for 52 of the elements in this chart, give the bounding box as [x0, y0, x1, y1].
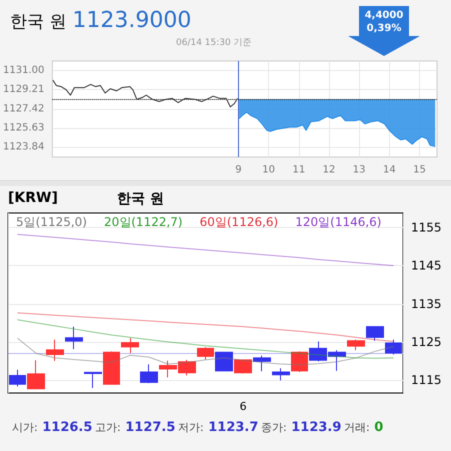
chart-title: 한국 원 [117, 190, 164, 208]
candlestick [103, 350, 120, 385]
text: 4,4000 [364, 9, 404, 22]
text: 1123.9000 [72, 8, 192, 33]
candlestick [253, 355, 271, 372]
text: 종가: 1123.9 [261, 420, 342, 435]
candlestick [347, 339, 365, 351]
text: 60일(1126,6) [200, 215, 278, 229]
candlestick [121, 338, 139, 354]
y-tick-label: 1155 [411, 220, 442, 234]
candlestick [291, 350, 308, 373]
candlestick [84, 372, 102, 389]
x-tick-label: 14 [382, 164, 396, 176]
x-tick-label: 9 [235, 164, 242, 176]
x-tick-label: 15 [413, 164, 426, 176]
y-tick-label: 1125 [411, 334, 442, 349]
y-tick-label: 1115 [411, 373, 442, 388]
candlestick [65, 326, 83, 350]
x-tick-label: 12 [322, 164, 336, 176]
candlestick [46, 339, 64, 362]
candlestick [9, 369, 26, 388]
text: 고가: 1127.5 [95, 420, 176, 435]
chart-subtitle: 06/14 15:30 기준 [176, 37, 252, 49]
candlestick [272, 368, 290, 381]
x-tick-label: 11 [292, 164, 306, 176]
text: 120일(1146,6) [295, 215, 382, 229]
text: [KRW] [8, 190, 58, 206]
x-tick-label: 13 [352, 164, 366, 176]
candlestick [27, 360, 45, 390]
candlestick [385, 339, 402, 355]
y-tick-label: 1129.21 [2, 84, 44, 96]
y-tick-label: 1145 [411, 258, 442, 273]
candlestick [366, 326, 384, 342]
y-tick-label: 1131.00 [2, 65, 44, 76]
candlestick [140, 364, 158, 384]
candlestick [197, 346, 214, 360]
line-series [52, 80, 238, 108]
candlestick [215, 352, 233, 372]
candlestick [234, 358, 252, 374]
text: 저가: 1123.7 [178, 420, 258, 435]
x-tick-label: 6 [240, 400, 247, 413]
y-tick-label: 1123.84 [2, 141, 44, 152]
text: 5일(1125,0) [16, 215, 87, 229]
text: 0,39% [366, 22, 402, 35]
chart-title: 한국 원 [10, 12, 66, 32]
y-tick-label: 1135 [411, 296, 442, 311]
text: 20일(1122,7) [104, 215, 183, 229]
y-tick-label: 1127.42 [2, 103, 44, 114]
x-tick-label: 10 [262, 164, 276, 176]
text: 시가: 1126.5 [12, 420, 92, 435]
text: 거래: 0 [344, 420, 384, 435]
y-tick-label: 1125.63 [2, 122, 44, 134]
